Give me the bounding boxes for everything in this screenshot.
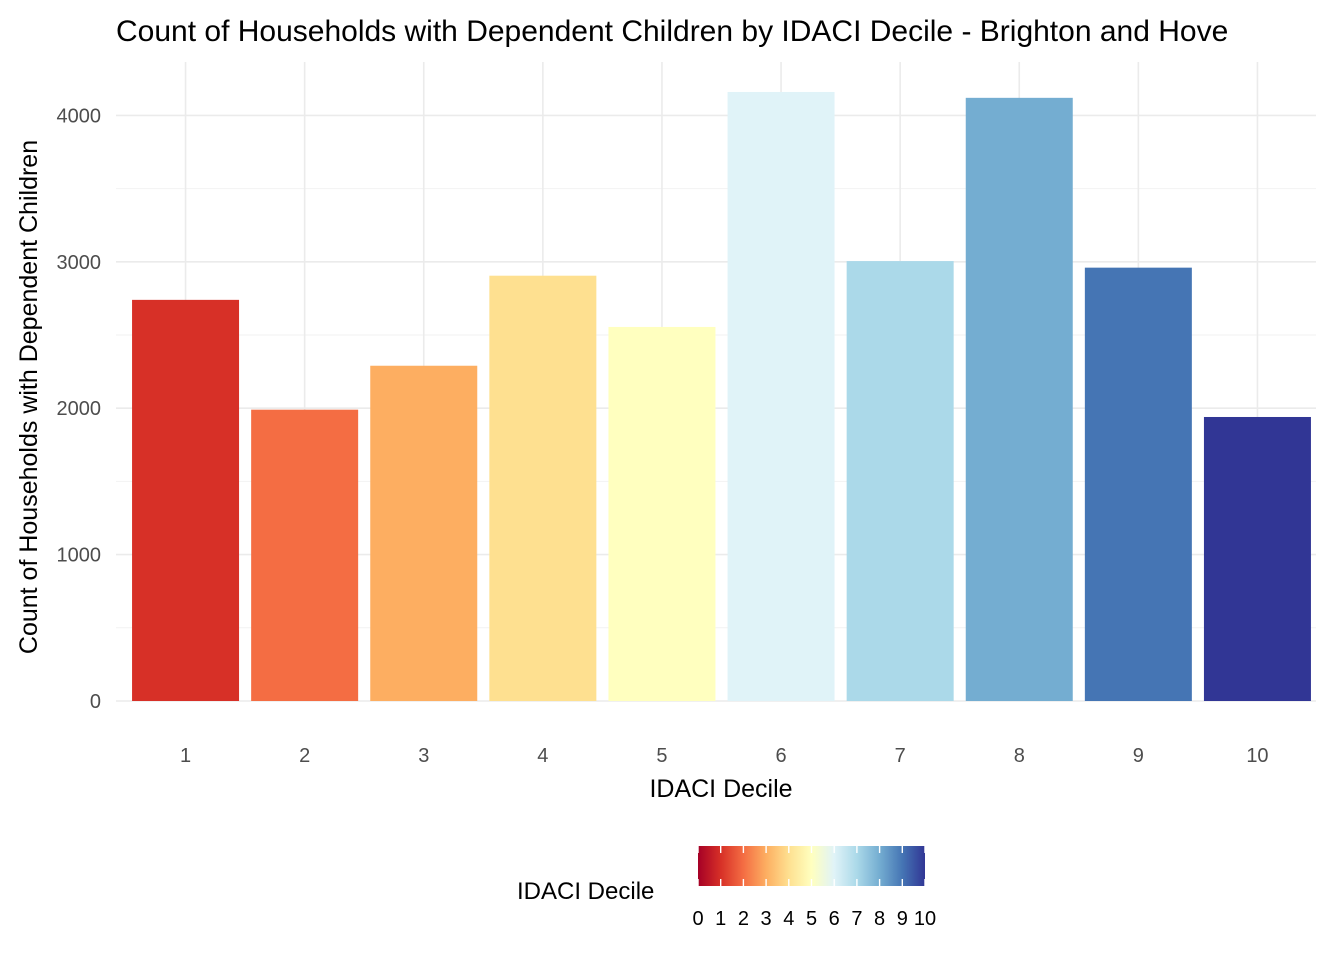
y-axis-ticks: 0 1000 2000 3000 4000 (57, 105, 102, 713)
colorbar-tick-label: 2 (738, 908, 749, 930)
bar-2 (251, 409, 359, 701)
legend: IDACI Decile 0 1 2 3 4 5 6 7 8 9 10 (517, 846, 936, 930)
colorbar-tick-label: 8 (874, 908, 885, 930)
x-tick-label: 9 (1133, 745, 1144, 767)
colorbar-tick-label: 1 (715, 908, 726, 930)
bar-8 (965, 97, 1073, 701)
y-tick-label: 1000 (57, 545, 102, 567)
bar-4 (489, 275, 597, 701)
bar-9 (1084, 267, 1192, 701)
x-tick-label: 5 (656, 745, 667, 767)
legend-title: IDACI Decile (517, 878, 654, 905)
colorbar-tick-label: 10 (914, 908, 936, 930)
x-tick-label: 1 (180, 745, 191, 767)
x-tick-label: 6 (775, 745, 786, 767)
y-tick-label: 4000 (57, 105, 102, 127)
x-tick-label: 8 (1014, 745, 1025, 767)
x-tick-label: 10 (1246, 745, 1268, 767)
colorbar-tick-label: 4 (783, 908, 794, 930)
chart-title: Count of Households with Dependent Child… (116, 15, 1228, 48)
bar-7 (846, 261, 954, 701)
y-tick-label: 0 (90, 691, 101, 713)
legend-colorbar-ticks: 0 1 2 3 4 5 6 7 8 9 10 (692, 846, 936, 930)
colorbar-tick-label: 5 (806, 908, 817, 930)
y-tick-label: 2000 (57, 398, 102, 420)
x-tick-label: 3 (418, 745, 429, 767)
y-tick-label: 3000 (57, 252, 102, 274)
bar-5 (608, 326, 716, 701)
colorbar-tick-label: 6 (829, 908, 840, 930)
y-axis-title: Count of Households with Dependent Child… (15, 140, 43, 654)
x-axis-title: IDACI Decile (649, 775, 792, 803)
colorbar-tick-label: 9 (897, 908, 908, 930)
bar-10 (1203, 416, 1311, 701)
bars (132, 91, 1311, 701)
x-tick-label: 7 (895, 745, 906, 767)
x-axis-ticks: 1 2 3 4 5 6 7 8 9 10 (180, 745, 1269, 767)
colorbar-tick-label: 0 (692, 908, 703, 930)
x-tick-label: 4 (537, 745, 548, 767)
colorbar-tick-label: 3 (761, 908, 772, 930)
bar-6 (727, 91, 835, 701)
bar-3 (370, 365, 478, 701)
bar-1 (132, 299, 240, 701)
x-tick-label: 2 (299, 745, 310, 767)
colorbar-tick-label: 7 (851, 908, 862, 930)
